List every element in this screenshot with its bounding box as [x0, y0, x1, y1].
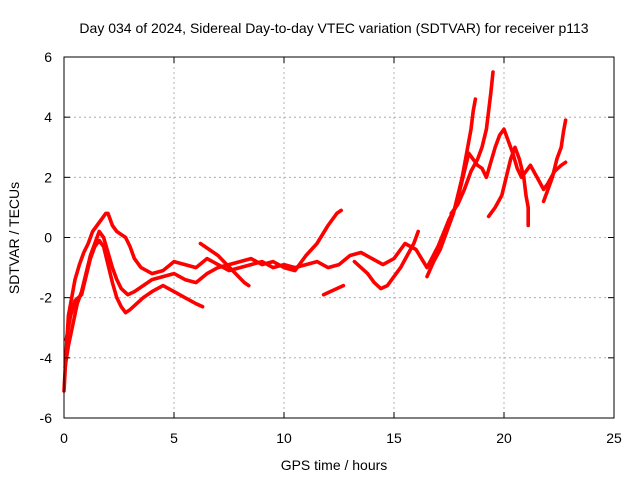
- x-tick-label: 20: [496, 430, 512, 446]
- x-tick-label: 0: [60, 430, 68, 446]
- series-trace-j: [541, 118, 568, 204]
- y-tick-label: 4: [44, 109, 52, 125]
- y-tick-label: 0: [44, 230, 52, 246]
- x-tick-label: 15: [386, 430, 402, 446]
- x-axis-label: GPS time / hours: [281, 457, 388, 473]
- y-tick-label: -2: [40, 290, 53, 306]
- tick-layer: 0 5 10 15 20 25 -6 -4 -2 0 2 4 6: [40, 49, 622, 446]
- chart-title: Day 034 of 2024, Sidereal Day-to-day VTE…: [79, 20, 588, 36]
- x-tick-label: 25: [606, 430, 622, 446]
- series-trace-c: [64, 238, 205, 342]
- x-tick-label: 10: [276, 430, 292, 446]
- y-tick-label: -4: [40, 350, 53, 366]
- series-trace-i: [486, 145, 531, 228]
- y-axis-label: SDTVAR / TECUs: [6, 182, 22, 294]
- series-trace-f: [352, 229, 421, 291]
- series-trace-e: [321, 283, 346, 297]
- series-trace-d: [198, 241, 251, 288]
- series-trace-a: [62, 127, 568, 393]
- y-tick-label: -6: [40, 410, 53, 426]
- y-tick-label: 2: [44, 169, 52, 185]
- series-trace-h: [449, 70, 495, 216]
- grid-layer: [64, 57, 614, 418]
- x-tick-label: 5: [170, 430, 178, 446]
- data-layer: [62, 70, 568, 393]
- series-trace-b: [63, 208, 344, 369]
- y-tick-label: 6: [44, 49, 52, 65]
